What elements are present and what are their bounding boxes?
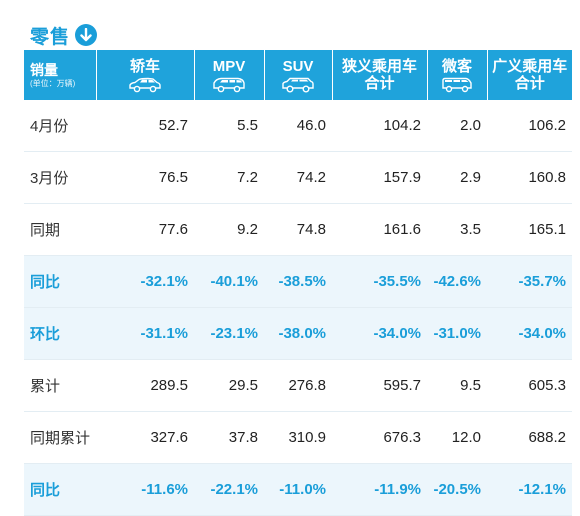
table-cell: -42.6% [427,255,487,308]
table-cell: -34.0% [332,307,427,360]
table-cell: 165.1 [487,203,572,256]
table-cell: 688.2 [487,411,572,464]
column-header-label: 轿车 [129,57,160,75]
column-header-label: SUV [282,57,314,75]
table-cell: -31.1% [96,307,194,360]
table-cell: 161.6 [332,203,427,256]
table-cell: 9.5 [427,359,487,412]
section-header: 零售 [30,22,98,48]
table-cell: 9.2 [194,203,264,256]
table-cell: -22.1% [194,463,264,516]
row-label: 环比 [24,307,96,360]
table-cell: 29.5 [194,359,264,412]
row-label: 3月份 [24,151,96,204]
unit-header-unit: (单位：万辆) [30,78,76,88]
row-label: 累计 [24,359,96,412]
row-label: 同期累计 [24,411,96,464]
table-cell: -11.0% [264,463,332,516]
table-header-row: 销量 (单位：万辆) 轿车 MPV [24,50,572,100]
row-label: 同期 [24,203,96,256]
table-cell: 160.8 [487,151,572,204]
table-cell: 605.3 [487,359,572,412]
mpv-icon [213,77,245,92]
row-label: 同比 [24,255,96,308]
table-cell: 276.8 [264,359,332,412]
table-cell: -20.5% [427,463,487,516]
table-cell: -38.5% [264,255,332,308]
column-header-label-line2: 合计 [364,75,395,92]
table-cell: 2.9 [427,151,487,204]
column-header-label: 微客 [441,57,472,75]
table-cell: 289.5 [96,359,194,412]
table-cell: 327.6 [96,411,194,464]
table-cell: -38.0% [264,307,332,360]
table-cell: -11.6% [96,463,194,516]
table-body: 4月份 52.7 5.5 46.0 104.2 2.0 106.2 3月份 76.5 7.2 74.… [24,100,572,516]
table-cell: 157.9 [332,151,427,204]
table-cell: 5.5 [194,100,264,152]
column-header-minivan: 微客 [427,50,488,100]
table-cell: 77.6 [96,203,194,256]
column-header-label: 狭义乘用车 [341,58,417,75]
column-header-sedan: 轿车 [96,50,195,100]
table-row: 3月份 76.5 7.2 74.2 157.9 2.9 160.8 [24,151,572,204]
minivan-icon [442,77,472,92]
table-row: 环比 -31.1% -23.1% -38.0% -34.0% -31.0% -34.0% [24,307,572,360]
sedan-icon [129,77,161,92]
table-cell: -35.7% [487,255,572,308]
table-cell: -35.5% [332,255,427,308]
table-cell: 595.7 [332,359,427,412]
table-cell: 37.8 [194,411,264,464]
table-row: 同比 -11.6% -22.1% -11.0% -11.9% -20.5% -12.1% [24,463,572,516]
arrow-down-icon[interactable] [75,24,98,46]
column-header-label: MPV [212,57,246,75]
row-label: 4月份 [24,100,96,152]
table-cell: 76.5 [96,151,194,204]
table-cell: 7.2 [194,151,264,204]
section-title: 零售 [30,26,71,48]
table-cell: -40.1% [194,255,264,308]
column-header-mpv: MPV [194,50,265,100]
table-cell: 3.5 [427,203,487,256]
row-label: 同比 [24,463,96,516]
column-header-broad-total: 广义乘用车 合计 [487,50,572,100]
table-cell: 310.9 [264,411,332,464]
unit-header-label: 销量 [30,61,58,78]
column-header-label: 广义乘用车 [492,58,568,75]
table-row: 同期累计 327.6 37.8 310.9 676.3 12.0 688.2 [24,411,572,464]
table-cell: 106.2 [487,100,572,152]
table-row: 累计 289.5 29.5 276.8 595.7 9.5 605.3 [24,359,572,412]
table-cell: 74.2 [264,151,332,204]
column-header-label-line2: 合计 [514,75,545,92]
table-cell: -34.0% [487,307,572,360]
table-cell: 74.8 [264,203,332,256]
table-cell: -12.1% [487,463,572,516]
table-cell: 676.3 [332,411,427,464]
table-cell: 52.7 [96,100,194,152]
table-row: 同期 77.6 9.2 74.8 161.6 3.5 165.1 [24,203,572,256]
table-cell: 46.0 [264,100,332,152]
table-cell: -11.9% [332,463,427,516]
column-header-narrow-total: 狭义乘用车 合计 [332,50,428,100]
sales-table: 销量 (单位：万辆) 轿车 MPV [24,50,572,516]
column-header-suv: SUV [264,50,333,100]
table-cell: 12.0 [427,411,487,464]
table-cell: -23.1% [194,307,264,360]
table-row: 同比 -32.1% -40.1% -38.5% -35.5% -42.6% -35.7% [24,255,572,308]
table-cell: 2.0 [427,100,487,152]
table-cell: -31.0% [427,307,487,360]
table-row: 4月份 52.7 5.5 46.0 104.2 2.0 106.2 [24,100,572,152]
table-cell: 104.2 [332,100,427,152]
suv-icon [282,77,314,92]
table-cell: -32.1% [96,255,194,308]
unit-header-cell: 销量 (单位：万辆) [24,50,97,100]
